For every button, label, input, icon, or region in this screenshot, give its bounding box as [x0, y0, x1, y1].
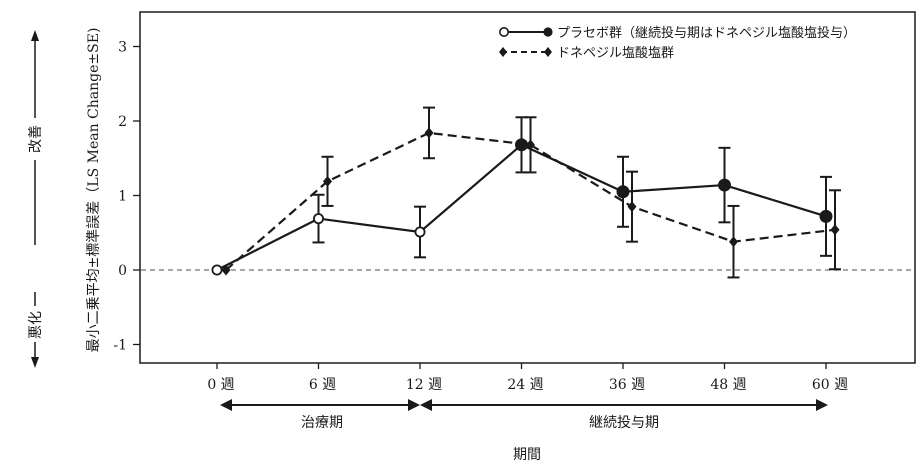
improvement-label: 改善	[28, 125, 44, 153]
data-point	[414, 226, 426, 238]
data-point	[830, 224, 840, 236]
legend: プラセボ群（継続投与期はドネペジル塩酸塩投与） ドネペジル塩酸塩群	[498, 25, 856, 61]
period-treatment	[220, 399, 420, 411]
period-continuation-label: 継続投与期	[589, 414, 659, 431]
x-tick-label: 48 週	[710, 377, 746, 393]
x-tick-label: 60 週	[812, 377, 848, 393]
legend-label-donepezil: ドネペジル塩酸塩群	[557, 46, 674, 61]
legend-label-placebo: プラセボ群（継続投与期はドネペジル塩酸塩投与）	[557, 25, 856, 41]
x-tick-label: 0 週	[207, 377, 234, 393]
plot-frame	[139, 11, 916, 364]
legend-marker-open	[498, 26, 509, 37]
data-point	[323, 175, 332, 187]
x-tick-label: 36 週	[609, 377, 645, 393]
data-point	[819, 209, 833, 223]
data-point	[526, 139, 535, 151]
series-donepezil	[221, 106, 841, 279]
x-tick-label: 6 週	[309, 377, 336, 393]
y-tick-label: 3	[118, 40, 127, 56]
data-point	[211, 264, 223, 276]
y-tick-label: 0	[118, 263, 127, 279]
y-axis-title: 最小二乗平均±標準誤差（LS Mean Change±SE)	[86, 28, 102, 353]
data-point	[616, 185, 630, 199]
data-point	[424, 127, 434, 139]
data-point	[718, 178, 732, 192]
y-tick-label: 1	[118, 189, 127, 205]
data-point	[729, 236, 738, 248]
x-axis-title: 期間	[513, 447, 541, 463]
x-tick-label: 12 週	[406, 377, 442, 393]
improvement-arrow	[31, 30, 39, 245]
series-layer	[211, 106, 841, 279]
y-tick-label: 2	[118, 114, 127, 130]
legend-marker-filled	[543, 27, 553, 37]
x-tick-label: 24 週	[507, 377, 543, 393]
period-treatment-label: 治療期	[301, 414, 343, 431]
x-axis: 0 週 6 週 12 週 24 週 36 週 48 週 60 週	[207, 363, 848, 393]
period-continuation	[420, 399, 828, 411]
legend-marker-diamond-right	[544, 47, 552, 57]
data-point	[312, 213, 324, 225]
series-placebo	[211, 116, 833, 276]
y-axis: -1 0 1 2 3	[113, 40, 140, 354]
worsening-arrow	[31, 292, 39, 368]
legend-marker-diamond-left	[499, 47, 507, 57]
data-point	[221, 264, 231, 276]
y-tick-label: -1	[113, 338, 127, 354]
data-point	[627, 201, 637, 213]
worsening-label: 悪化	[28, 311, 44, 339]
